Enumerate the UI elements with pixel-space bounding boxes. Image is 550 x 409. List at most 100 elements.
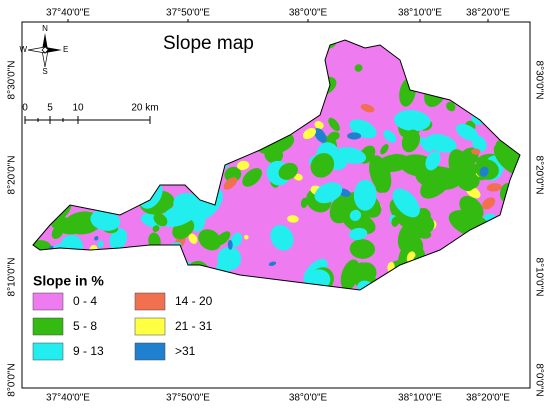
map-title: Slope map [163, 33, 254, 54]
slope-patch [393, 153, 402, 162]
slope-patch [300, 197, 308, 208]
longitude-label: 37°50'0"E [166, 8, 210, 19]
slope-patch [227, 239, 233, 250]
slope-patch [349, 227, 368, 241]
slope-patch [51, 224, 64, 240]
slope-patch [446, 101, 456, 112]
slope-patch [349, 209, 362, 221]
slope-patch [328, 117, 340, 132]
slope-patch [64, 216, 81, 234]
slope-patch [230, 232, 243, 248]
labels: 37°40'0"E 37°40'0"E 37°50'0"E 37°50'0"E 38°0… [7, 8, 545, 404]
compass-w: W [19, 45, 27, 54]
longitude-label: 38°20'0"E [466, 8, 510, 19]
slope-patch [188, 233, 198, 244]
scale-label: 5 [47, 103, 53, 114]
slope-patch [458, 160, 478, 177]
slope-patch [310, 153, 335, 178]
slope-patch [380, 144, 389, 155]
slope-patch [293, 173, 303, 181]
scale-label: 10 [72, 103, 84, 114]
slope-patch [456, 123, 479, 141]
slope-patch [198, 229, 222, 251]
slope-patch [375, 181, 389, 193]
legend-label: >31 [175, 344, 196, 358]
slope-patch [479, 166, 489, 177]
north-arrow: N E S W [19, 24, 68, 76]
slope-patch [335, 147, 367, 164]
legend-label: 21 - 31 [175, 319, 213, 333]
slope-patch [109, 228, 128, 250]
longitude-label: 37°40'0"E [46, 8, 90, 19]
slope-patch [153, 213, 168, 227]
slope-patch [223, 177, 238, 190]
latitude-label: 8°0'0"N [533, 363, 544, 396]
compass-s: S [42, 67, 47, 76]
legend-swatch [134, 317, 166, 336]
slope-patch [354, 64, 363, 72]
latitude-label: 8°20'0"N [7, 156, 18, 195]
longitude-label: 37°50'0"E [166, 393, 210, 404]
slope-patch [90, 209, 121, 231]
slope-patch [471, 148, 481, 155]
slope-patch [160, 203, 199, 227]
slope-patch [313, 128, 327, 143]
slope-patch [419, 137, 433, 153]
legend-label: 5 - 8 [73, 319, 97, 333]
compass-e: E [63, 45, 68, 54]
slope-patch [349, 239, 376, 259]
slope-patch [217, 246, 242, 271]
legend-swatch [134, 292, 166, 311]
legend-swatch [134, 342, 166, 361]
slope-patch [270, 224, 294, 251]
slope-patch [314, 121, 324, 129]
slope-patch [94, 236, 99, 241]
compass-n: N [42, 24, 48, 33]
latitude-label: 8°0'0"N [7, 363, 18, 396]
slope-patch [486, 183, 502, 192]
longitude-label: 38°20'0"E [466, 393, 510, 404]
slope-patch [393, 110, 431, 132]
slope-patch [415, 214, 435, 234]
legend-swatch [32, 317, 64, 336]
slope-patch [425, 134, 457, 153]
legend-label: 9 - 13 [73, 344, 104, 358]
slope-patch [383, 130, 397, 143]
slope-patch [242, 168, 262, 187]
latitude-label: 8°20'0"N [533, 156, 544, 195]
longitude-label: 38°10'0"E [398, 8, 442, 19]
legend-swatch [32, 342, 64, 361]
slope-patch [397, 221, 421, 254]
slope-patch [287, 215, 299, 223]
longitude-label: 38°0'0"E [289, 8, 328, 19]
legend-swatch [32, 292, 64, 311]
slope-patch [237, 160, 250, 171]
slope-patch [226, 169, 237, 179]
slope-patch [493, 142, 520, 177]
slope-patch [401, 129, 420, 153]
slope-patch [243, 235, 249, 240]
slope-patch [152, 225, 160, 233]
slope-patch [268, 261, 277, 267]
slope-patch [391, 216, 400, 227]
latitude-label: 8°10'0"N [533, 258, 544, 297]
scale-label: 20 km [131, 103, 158, 114]
slope-patch [97, 240, 104, 248]
slope-patch [415, 165, 462, 190]
basin-outline [32, 39, 521, 291]
scale-bar [24, 116, 151, 124]
slope-patch [328, 131, 340, 141]
slope-patch [360, 104, 375, 113]
longitude-label: 38°0'0"E [289, 393, 328, 404]
slope-patch [329, 193, 357, 224]
legend-label: 0 - 4 [73, 294, 97, 308]
latitude-label: 8°30'0"N [533, 61, 544, 100]
latitude-label: 8°30'0"N [7, 61, 18, 100]
slope-patch [482, 197, 496, 210]
legend-label: 14 - 20 [175, 294, 213, 308]
longitude-label: 37°40'0"E [46, 393, 90, 404]
slope-patch [347, 132, 362, 140]
slope-patch [302, 127, 317, 140]
latitude-label: 8°10'0"N [7, 258, 18, 297]
longitude-label: 38°10'0"E [398, 393, 442, 404]
